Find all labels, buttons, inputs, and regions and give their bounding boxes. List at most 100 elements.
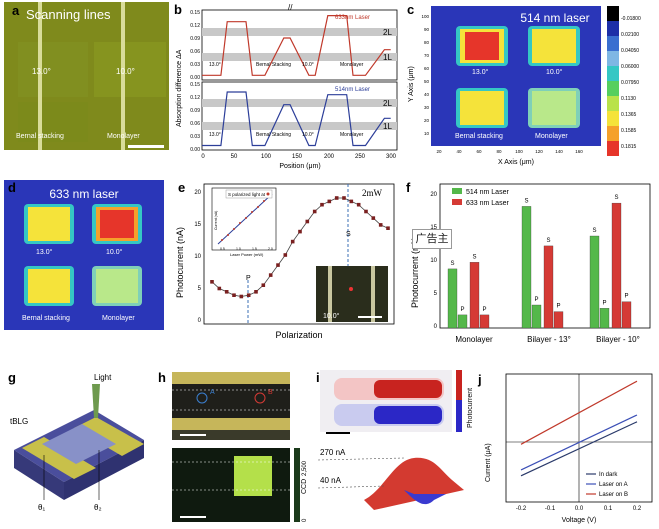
e-point [239, 294, 244, 299]
colorbar-cell [607, 111, 619, 126]
b-top-label-1: Bernal Stacking [256, 62, 291, 68]
b-bottom-label-3: Monolayer [340, 132, 364, 138]
c-cb-7: 0.1585 [621, 128, 637, 134]
c-cb-0: -0.01800 [621, 16, 641, 22]
e-ytick-4: 0 [198, 318, 202, 324]
e-photo-label: 10.0° [323, 312, 340, 320]
colorbar-cell [607, 21, 619, 36]
e-ytick-2: 10 [194, 254, 201, 260]
panel-letter-g: g [8, 370, 16, 385]
c-square-13 [465, 32, 499, 60]
f-bar-label: S [450, 261, 454, 267]
i-colorbar-label: Photocurrent [467, 388, 474, 428]
panel-c: c 514 nm laser 13.0° 10.0° Bernal stacki… [405, 2, 657, 178]
e-point [349, 199, 354, 204]
j-xtick-1: -0.1 [545, 506, 556, 512]
series-line [202, 15, 391, 76]
c-ytick-5: 50 [424, 79, 430, 84]
panel-e: e Photocurrent (nA) 20 15 10 5 0 Polariz… [168, 180, 400, 340]
legend-633: 633nm Laser [335, 15, 370, 21]
j-line [520, 421, 638, 477]
b-bottom-label-1: Bernal Stacking [256, 132, 291, 138]
axis-break: // [288, 3, 293, 12]
panel-d-title: 633 nm laser [49, 187, 118, 201]
e-point [290, 239, 295, 244]
b-xtick-1: 50 [231, 154, 238, 160]
i-negative-region [374, 406, 442, 424]
band-2L-top [202, 28, 397, 36]
b-ytick-b2: 0.09 [190, 108, 200, 114]
b-top-label-2: 10.0° [302, 62, 314, 68]
panel-f-chart: f Photocurrent (nA) 20 15 10 5 0 514 nm … [406, 180, 651, 344]
inset-point [227, 234, 229, 236]
e-inset-xtick-0: 0.5 [220, 247, 225, 251]
inset-point [263, 200, 265, 202]
b-ytick-b1: 0.12 [190, 95, 200, 101]
f-bar [543, 245, 554, 329]
d-caption-right: Monolayer [102, 315, 135, 322]
c-xtick-3: 80 [496, 149, 502, 154]
g-theta2: θ₂ [94, 503, 102, 512]
c-square-bernal [460, 91, 504, 125]
e-inset-xtick-1: 1.0 [236, 247, 241, 251]
scan-line-left [38, 2, 42, 150]
panel-b-chart: b Absorption difference ΔA 2L 1L 633nm L… [174, 2, 398, 170]
c-ylabel: Y Axis (μm) [408, 66, 415, 102]
i-positive-region [374, 380, 442, 398]
d-square-bernal [28, 269, 70, 303]
panel-letter-c: c [407, 2, 414, 17]
colorbar-cell [607, 96, 619, 111]
c-angle-left: 13.0° [472, 68, 489, 76]
f-bar [621, 301, 632, 329]
inset-point [251, 211, 253, 213]
ad-overlay[interactable]: 广告主 [412, 229, 452, 249]
b-ytick-1: 0.12 [190, 23, 200, 29]
e-point [210, 280, 214, 284]
e-point [334, 196, 339, 200]
f-ytick-0: 20 [430, 192, 437, 198]
b-xtick-5: 250 [355, 154, 366, 160]
f-legend-514: 514 nm Laser [466, 189, 509, 196]
b-ytick-3: 0.06 [190, 49, 200, 55]
e-point [261, 283, 266, 287]
e-point [371, 216, 376, 220]
colorbar-cell [607, 36, 619, 51]
panel-c-title: 514 nm laser [520, 11, 589, 25]
d-caption-left: Bernal stacking [22, 315, 70, 322]
scan-line-right [121, 2, 125, 150]
j-series [520, 380, 638, 477]
f-bar-label: P [556, 304, 560, 310]
e-ytick-0: 20 [194, 190, 201, 196]
e-point [342, 196, 346, 200]
f-bars: S P S P S P S P S P S P [447, 195, 632, 329]
panel-letter-i: i [316, 370, 320, 385]
c-xtick-4: 100 [515, 149, 523, 154]
panel-i: i Photocurrent 270 nA 40 nA [314, 370, 474, 526]
c-ytick-8: 20 [424, 118, 430, 123]
b-xtick-2: 100 [261, 154, 272, 160]
f-bar [531, 304, 542, 329]
panel-i-map: i Photocurrent 270 nA 40 nA [316, 370, 474, 510]
f-bar [599, 308, 610, 329]
f-cat-2: Bilayer - 10° [596, 335, 640, 344]
c-xtick-0: 20 [436, 149, 442, 154]
e-point [320, 202, 324, 207]
panel-letter-h: h [158, 370, 166, 385]
c-cb-8: 0.1815 [621, 144, 637, 150]
j-line [520, 380, 638, 445]
panel-a-title: Scanning lines [26, 7, 111, 22]
marker-b [254, 392, 266, 404]
b-xtick-0: 0 [201, 154, 205, 160]
b-xtick-6: 300 [386, 154, 397, 160]
h-ccd-label: CCD [301, 479, 308, 494]
panel-g: g Light tBLG θ₁ θ₂ [4, 370, 152, 520]
b-ytick-b4: 0.03 [190, 134, 200, 140]
panel-j-chart: j Current (μA) -0.2 -0.1 0.0 0.1 0.2 Vol… [477, 372, 653, 524]
b-top-label-0: 13.0° [209, 62, 221, 68]
band-2L-bottom [202, 99, 397, 107]
b-xtick-3: 150 [292, 154, 303, 160]
e-ytick-3: 5 [198, 286, 202, 292]
b-ytick-5: 0.00 [190, 75, 200, 81]
h-ccd-max: 2,500 [302, 460, 308, 476]
g-tblg-label: tBLG [10, 417, 28, 426]
